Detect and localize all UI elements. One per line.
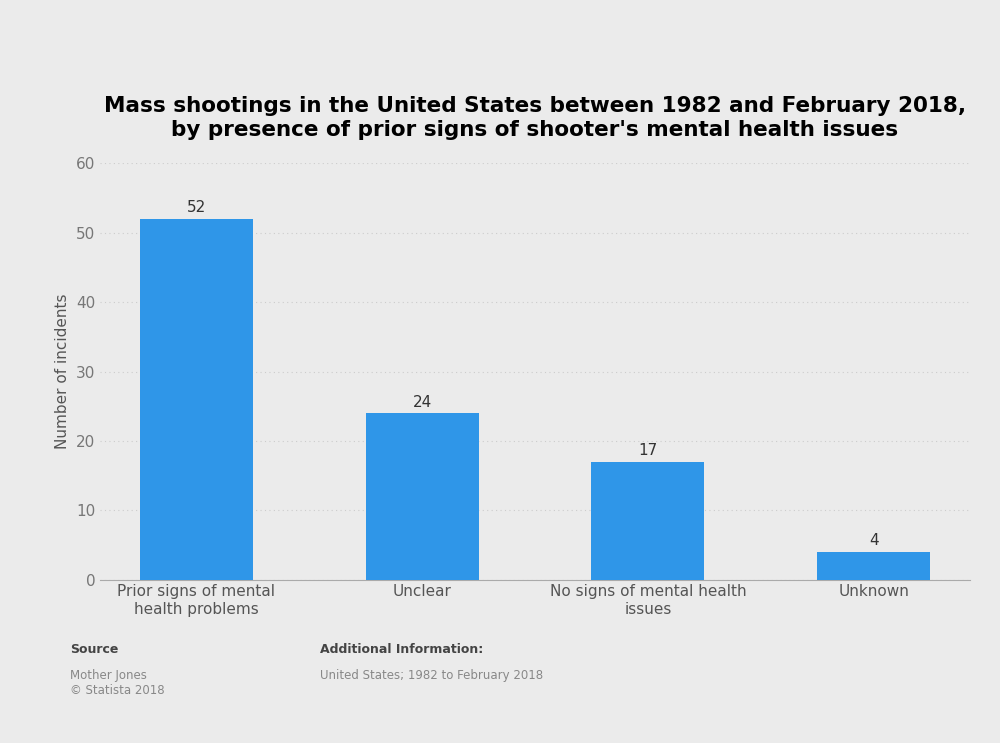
Text: Mother Jones
© Statista 2018: Mother Jones © Statista 2018: [70, 669, 165, 697]
Text: Source: Source: [70, 643, 118, 655]
Bar: [140, 219, 253, 580]
Text: 17: 17: [638, 443, 658, 458]
Bar: [366, 413, 479, 580]
Text: United States; 1982 to February 2018: United States; 1982 to February 2018: [320, 669, 543, 681]
Bar: [591, 461, 704, 580]
Text: 52: 52: [186, 201, 206, 215]
Text: Additional Information:: Additional Information:: [320, 643, 483, 655]
Bar: [817, 552, 930, 580]
Text: 24: 24: [412, 395, 432, 409]
Y-axis label: Number of incidents: Number of incidents: [55, 293, 70, 450]
Title: Mass shootings in the United States between 1982 and February 2018,
by presence : Mass shootings in the United States betw…: [104, 97, 966, 140]
Text: 4: 4: [869, 533, 879, 548]
